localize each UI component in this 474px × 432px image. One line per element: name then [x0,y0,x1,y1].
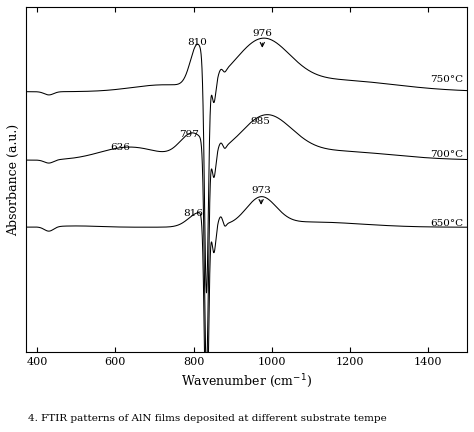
Text: 797: 797 [179,130,199,139]
Y-axis label: Absorbance (a.u.): Absorbance (a.u.) [7,124,20,236]
Text: 973: 973 [251,186,271,203]
Text: 636: 636 [110,143,130,152]
X-axis label: Wavenumber (cm$^{-1}$): Wavenumber (cm$^{-1}$) [181,373,312,391]
Text: 700°C: 700°C [430,150,463,159]
Text: 976: 976 [252,29,272,47]
Text: 750°C: 750°C [430,76,463,84]
Text: ​4. FTIR patterns of AlN films deposited at different substrate tempe: ​4. FTIR patterns of AlN films deposited… [28,414,387,423]
Text: 816: 816 [183,209,203,218]
Text: 650°C: 650°C [430,219,463,228]
Text: 985: 985 [251,117,271,126]
Text: 810: 810 [188,38,207,48]
